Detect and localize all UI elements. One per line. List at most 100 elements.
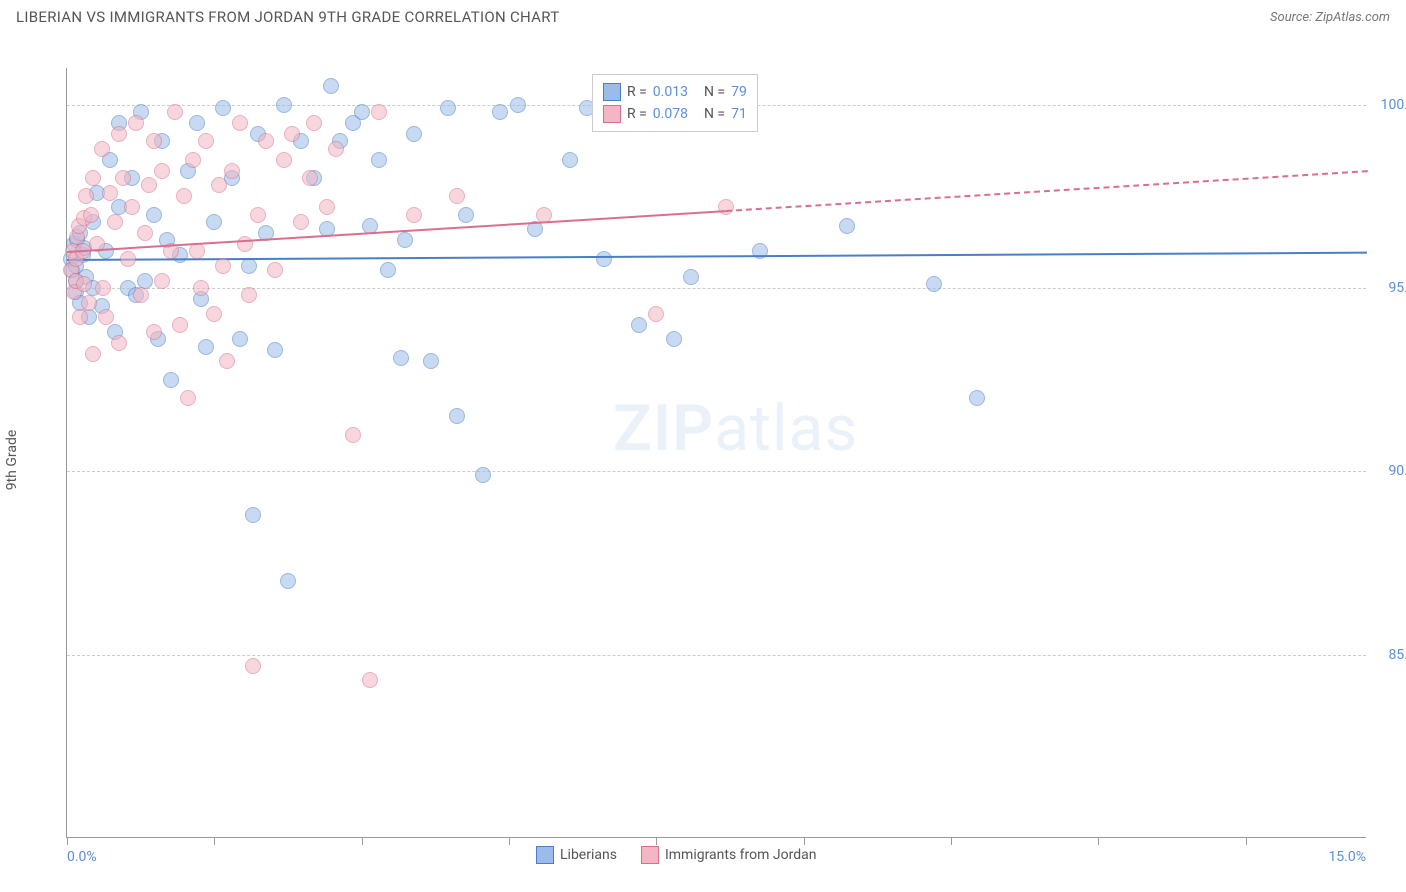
data-point (648, 306, 664, 322)
data-point (72, 309, 88, 325)
data-point (120, 251, 136, 267)
data-point (969, 390, 985, 406)
data-point (78, 188, 94, 204)
data-point (137, 225, 153, 241)
data-point (362, 672, 378, 688)
data-point (163, 372, 179, 388)
data-point (371, 152, 387, 168)
x-tick (67, 837, 68, 845)
legend-swatch (536, 846, 554, 864)
data-point (718, 199, 734, 215)
legend-stats-row: R =0.013N =79 (603, 81, 747, 103)
data-point (440, 100, 456, 116)
y-axis-label: 9th Grade (4, 430, 20, 491)
y-tick-label: 100.0% (1381, 97, 1406, 113)
data-point (232, 331, 248, 347)
data-point (185, 152, 201, 168)
data-point (306, 115, 322, 131)
data-point (406, 126, 422, 142)
data-point (241, 287, 257, 303)
data-point (219, 353, 235, 369)
data-point (280, 573, 296, 589)
data-point (111, 335, 127, 351)
data-point (215, 258, 231, 274)
legend-series-item: Immigrants from Jordan (641, 846, 817, 864)
y-axis-label-wrap: 9th Grade (4, 430, 20, 491)
watermark: ZIPatlas (613, 391, 858, 466)
data-point (250, 207, 266, 223)
legend-series: LiberiansImmigrants from Jordan (536, 846, 816, 864)
data-point (172, 317, 188, 333)
gridline (67, 655, 1366, 656)
data-point (293, 214, 309, 230)
data-point (146, 133, 162, 149)
data-point (839, 218, 855, 234)
data-point (198, 133, 214, 149)
data-point (319, 199, 335, 215)
data-point (323, 78, 339, 94)
data-point (206, 214, 222, 230)
data-point (449, 408, 465, 424)
data-point (302, 170, 318, 186)
data-point (276, 152, 292, 168)
data-point (328, 141, 344, 157)
data-point (215, 100, 231, 116)
legend-n-value: 71 (731, 106, 747, 122)
data-point (237, 236, 253, 252)
data-point (475, 467, 491, 483)
data-point (133, 287, 149, 303)
legend-series-name: Immigrants from Jordan (665, 847, 817, 863)
chart-header: LIBERIAN VS IMMIGRANTS FROM JORDAN 9TH G… (0, 0, 1406, 32)
data-point (241, 258, 257, 274)
data-point (276, 97, 292, 113)
data-point (76, 276, 92, 292)
x-tick (362, 837, 363, 845)
trend-line (67, 251, 1367, 260)
data-point (458, 207, 474, 223)
data-point (631, 317, 647, 333)
data-point (406, 207, 422, 223)
legend-r-value: 0.078 (653, 106, 688, 122)
legend-stats-row: R =0.078N =71 (603, 103, 747, 125)
legend-r-value: 0.013 (653, 84, 688, 100)
data-point (371, 104, 387, 120)
data-point (354, 104, 370, 120)
data-point (85, 346, 101, 362)
legend-n-label: N = (704, 84, 725, 100)
data-point (107, 214, 123, 230)
data-point (95, 280, 111, 296)
legend-n-label: N = (704, 106, 725, 122)
data-point (198, 339, 214, 355)
data-point (124, 199, 140, 215)
data-point (423, 353, 439, 369)
data-point (137, 273, 153, 289)
y-tick-label: 90.0% (1388, 463, 1406, 479)
data-point (83, 207, 99, 223)
data-point (393, 350, 409, 366)
gridline (67, 288, 1366, 289)
x-tick (509, 837, 510, 845)
data-point (211, 177, 227, 193)
data-point (180, 390, 196, 406)
data-point (449, 188, 465, 204)
data-point (146, 207, 162, 223)
x-tick (1246, 837, 1247, 845)
data-point (176, 188, 192, 204)
data-point (189, 243, 205, 259)
data-point (397, 232, 413, 248)
legend-stats: R =0.013N =79R =0.078N =71 (592, 74, 758, 132)
x-tick (1098, 837, 1099, 845)
legend-swatch (641, 846, 659, 864)
data-point (492, 104, 508, 120)
data-point (206, 306, 222, 322)
data-point (232, 115, 248, 131)
data-point (141, 177, 157, 193)
data-point (926, 276, 942, 292)
data-point (81, 295, 97, 311)
data-point (111, 126, 127, 142)
legend-swatch (603, 105, 621, 123)
legend-r-label: R = (627, 84, 647, 100)
data-point (267, 262, 283, 278)
x-min-label: 0.0% (67, 849, 97, 865)
x-max-label: 15.0% (1328, 849, 1366, 865)
